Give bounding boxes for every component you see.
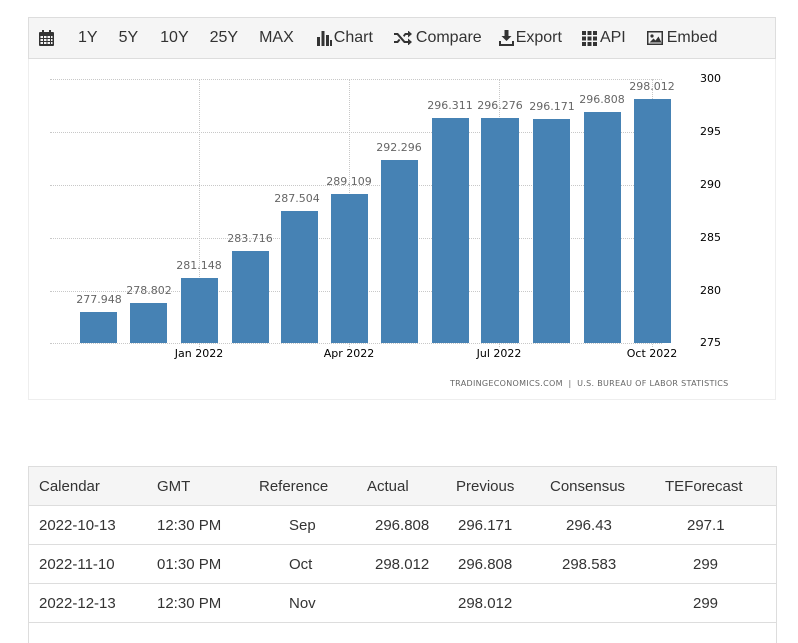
bar[interactable] [181,278,218,343]
cell-previous: 298.012 [446,584,540,623]
bar-value-label: 281.148 [164,259,234,272]
col-reference: Reference [249,467,357,506]
chart-source: TRADINGECONOMICS.COM | U.S. BUREAU OF LA… [450,379,729,388]
chart-toolbar: 1Y 5Y 10Y 25Y MAX Chart Compare Export A… [28,17,776,59]
cell-actual: 298.012 [357,545,446,584]
table-row: 2022-10-13 12:30 PM Sep 296.808 296.171 … [29,506,777,545]
bar[interactable] [634,99,671,343]
api-label: API [600,29,626,47]
cell-actual: 296.808 [357,506,446,545]
bar-value-label: 283.716 [215,232,285,245]
export-button[interactable]: Export [499,18,562,58]
cell-time: 12:30 PM [147,506,249,545]
col-previous: Previous [446,467,540,506]
cell-reference: Nov [249,584,357,623]
image-icon [647,31,663,45]
range-10y-button[interactable]: 10Y [160,18,188,58]
calendar-table: Calendar GMT Reference Actual Previous C… [28,466,777,643]
y-tick-label: 290 [700,178,721,191]
bar[interactable] [584,112,621,343]
x-tick-label: Apr 2022 [309,347,389,360]
bar-value-label: 292.296 [364,141,434,154]
embed-button[interactable]: Embed [647,18,718,58]
gridline [50,79,662,80]
bar[interactable] [232,251,269,343]
y-tick-label: 275 [700,336,721,349]
compare-button[interactable]: Compare [394,18,482,58]
bar-value-label: 287.504 [262,192,332,205]
cell-reference: Sep [249,506,357,545]
table-row: 2022-11-10 01:30 PM Oct 298.012 296.808 … [29,545,777,584]
range-25y-button[interactable]: 25Y [210,18,238,58]
gridline [50,343,662,344]
bar[interactable] [281,211,318,343]
x-tick-label: Oct 2022 [612,347,692,360]
x-tick-label: Jan 2022 [159,347,239,360]
col-calendar: Calendar [29,467,148,506]
cell-consensus: 298.583 [540,545,655,584]
shuffle-icon [394,31,412,45]
bar[interactable] [533,119,570,343]
gridline [50,132,662,133]
cell-time: 12:30 PM [147,584,249,623]
bar[interactable] [331,194,368,343]
col-gmt: GMT [147,467,249,506]
bar-value-label: 278.802 [114,284,184,297]
bar[interactable] [432,118,469,343]
cell-previous: 296.808 [446,545,540,584]
table-row-partial [29,623,777,643]
calendar-icon [39,30,54,46]
range-5y-button[interactable]: 5Y [119,18,139,58]
cell-teforecast: 299 [655,545,777,584]
bar-value-label: 296.808 [567,93,637,106]
bar[interactable] [381,160,418,343]
chart-panel: 300 295 290 285 280 275 277.948 278.802 … [28,59,776,400]
range-1y-button[interactable]: 1Y [78,18,98,58]
range-max-button[interactable]: MAX [259,18,294,58]
bar-chart-icon [317,31,332,46]
cell-date: 2022-11-10 [29,545,148,584]
bar[interactable] [80,312,117,343]
embed-label: Embed [667,29,718,47]
bar-value-label: 298.012 [617,80,687,93]
download-icon [499,30,514,46]
x-tick-label: Jul 2022 [459,347,539,360]
bar[interactable] [130,303,167,343]
cell-date: 2022-10-13 [29,506,148,545]
cell-time: 01:30 PM [147,545,249,584]
api-button[interactable]: API [582,18,626,58]
grid-icon [582,31,597,46]
bar[interactable] [481,118,519,343]
compare-label: Compare [416,29,482,47]
cell-consensus: 296.43 [540,506,655,545]
export-label: Export [516,29,562,47]
cell-teforecast: 297.1 [655,506,777,545]
cell-previous: 296.171 [446,506,540,545]
cell-actual [357,584,446,623]
chart-label: Chart [334,29,373,47]
col-actual: Actual [357,467,446,506]
cell-teforecast: 299 [655,584,777,623]
col-consensus: Consensus [540,467,655,506]
cell-date: 2022-12-13 [29,584,148,623]
cell-reference: Oct [249,545,357,584]
cell-consensus [540,584,655,623]
table-row: 2022-12-13 12:30 PM Nov 298.012 299 [29,584,777,623]
table-header-row: Calendar GMT Reference Actual Previous C… [29,467,777,506]
col-teforecast: TEForecast [655,467,777,506]
y-tick-label: 295 [700,125,721,138]
chart-type-button[interactable]: Chart [317,18,373,58]
calendar-button[interactable] [39,18,54,58]
y-tick-label: 280 [700,284,721,297]
y-tick-label: 300 [700,72,721,85]
y-tick-label: 285 [700,231,721,244]
bar-value-label: 289.109 [314,175,384,188]
